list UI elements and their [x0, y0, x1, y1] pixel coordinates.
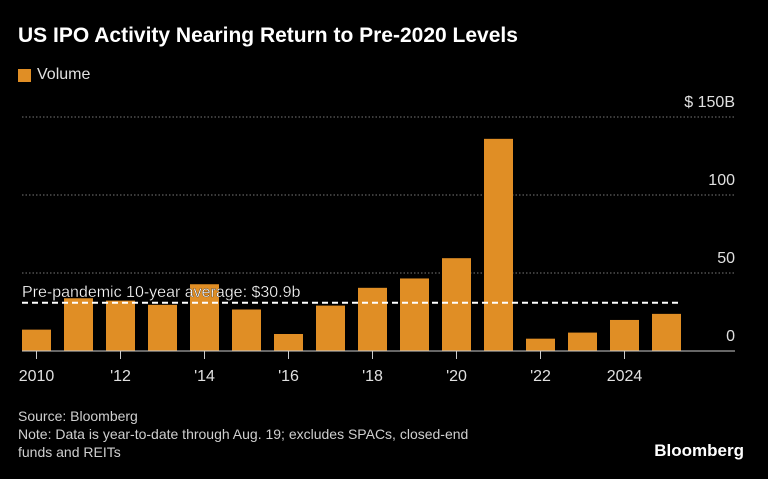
bar-2010 [22, 329, 51, 351]
bar-2023 [568, 332, 597, 351]
note-text: Note: Data is year-to-date through Aug. … [18, 426, 469, 442]
legend-label-volume: Volume [37, 66, 91, 83]
bloomberg-logo: Bloomberg [654, 441, 744, 460]
note-text-2: funds and REITs [18, 444, 121, 460]
x-tick-label: '14 [194, 368, 215, 385]
bar-2012 [106, 300, 135, 351]
bar-2022 [526, 338, 555, 351]
bar-2025 [652, 313, 681, 351]
bar-2013 [148, 304, 177, 351]
bar-2017 [316, 305, 345, 351]
legend-swatch-volume [18, 68, 31, 82]
x-tick-label: 2024 [607, 368, 643, 385]
bar-2014 [190, 284, 219, 351]
chart-title: US IPO Activity Nearing Return to Pre-20… [18, 24, 518, 47]
x-tick-label: '12 [110, 368, 131, 385]
bar-2011 [64, 298, 93, 351]
x-tick-label: '20 [446, 368, 467, 385]
bar-2020 [442, 258, 471, 351]
footnote: Source: Bloomberg Note: Data is year-to-… [18, 407, 468, 461]
bar-2019 [400, 278, 429, 351]
x-tick-label: '18 [362, 368, 383, 385]
bar-2021 [484, 138, 513, 351]
x-tick-label: '22 [530, 368, 551, 385]
y-tick-label: $ 150B [684, 94, 735, 111]
bar-2016 [274, 333, 303, 351]
y-tick-label: 50 [717, 250, 735, 267]
bar-2015 [232, 309, 261, 351]
legend: Volume [18, 66, 90, 84]
x-tick-label: 2010 [19, 368, 55, 385]
bar-2024 [610, 319, 639, 351]
y-tick-label: 0 [726, 328, 735, 345]
x-tick-label: '16 [278, 368, 299, 385]
bar-2018 [358, 287, 387, 351]
y-tick-label: 100 [708, 172, 735, 189]
source-text: Source: Bloomberg [18, 408, 138, 424]
bar-chart: 0 50 100 $ 150B 2010 '12 '14 '16 '18 '20 '22 2024 Pr… [19, 94, 735, 385]
average-label: Pre-pandemic 10-year average: $30.9b [22, 284, 300, 301]
